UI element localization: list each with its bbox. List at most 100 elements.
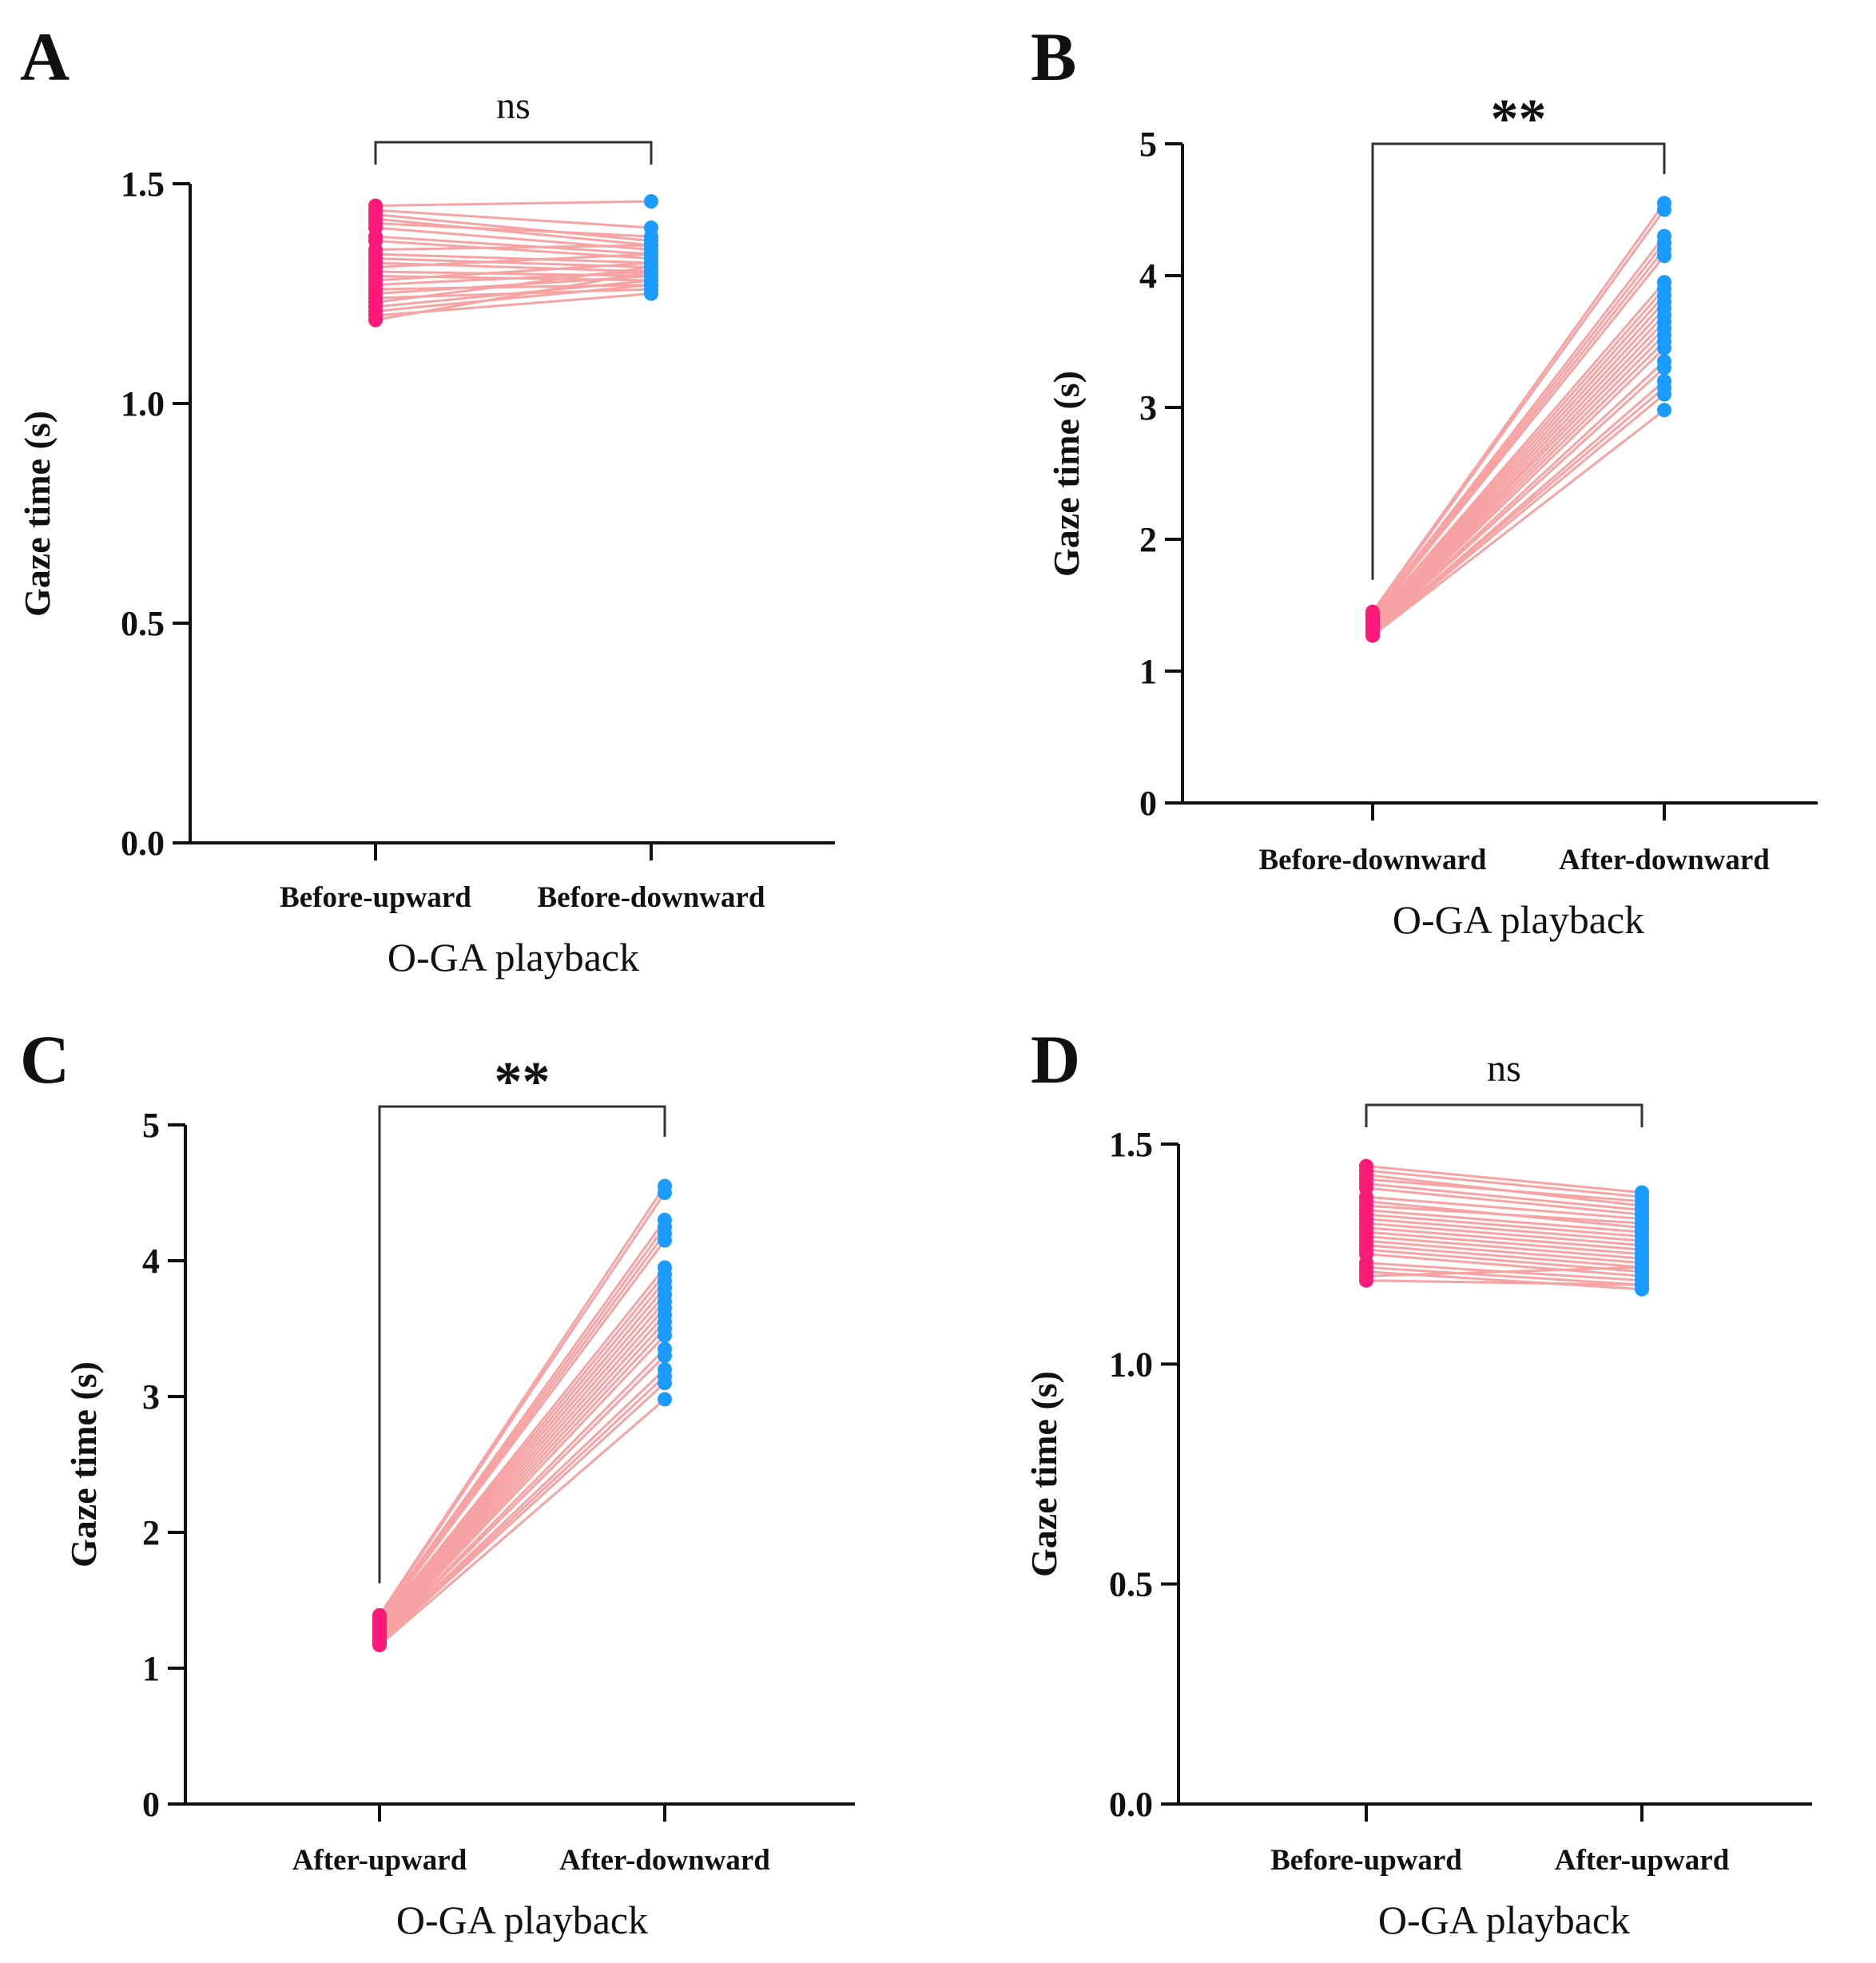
pair-line: [1365, 1182, 1643, 1212]
pair-line: [1365, 1226, 1643, 1251]
point-after-downward: [658, 1328, 672, 1343]
y-tick-label: 4: [1139, 256, 1157, 296]
pair-line: [1371, 235, 1666, 615]
pair-line: [1371, 209, 1666, 614]
panel-letter-c: C: [20, 1021, 70, 1098]
point-after-upward: [1635, 1260, 1649, 1275]
pair-line: [378, 1354, 666, 1641]
pair-line: [1365, 1218, 1643, 1242]
pair-line: [378, 1219, 666, 1619]
panel-letter-d: D: [1031, 1021, 1080, 1098]
y-axis-title: Gaze time (s): [1023, 1371, 1064, 1577]
pair-line: [1372, 393, 1665, 637]
y-tick-label: 0: [1139, 784, 1157, 823]
point-after-downward: [1657, 403, 1671, 418]
x-axis-title: O-GA playback: [388, 935, 639, 980]
pair-line: [378, 1239, 666, 1623]
point-after-downward: [658, 1392, 672, 1407]
pair-line: [375, 244, 652, 251]
pair-line: [375, 279, 652, 308]
point-after-downward: [658, 1349, 672, 1363]
pair-line: [1365, 1195, 1643, 1221]
point-before-downward: [644, 264, 658, 279]
significance-label: ns: [496, 85, 531, 127]
panel-d: D 0.0 0.5 1.0 1.5 Before-upward After-upward O…: [1023, 1021, 1812, 1942]
point-after-downward: [1657, 248, 1671, 264]
panel-letter-b: B: [1031, 18, 1076, 95]
point-after-downward: [1657, 340, 1671, 356]
pair-line: [378, 1307, 666, 1633]
pair-line: [1371, 241, 1666, 617]
pair-line: [1365, 1213, 1643, 1238]
pair-line: [1365, 1178, 1643, 1203]
pair-line: [378, 1185, 666, 1616]
x-tick-label: Before-downward: [1258, 844, 1486, 876]
y-tick-label: 0.0: [1109, 1785, 1153, 1824]
point-after-downward: [658, 1233, 672, 1248]
pair-line: [1371, 202, 1666, 613]
significance-bracket: [1365, 1103, 1643, 1127]
pair-line: [375, 200, 652, 207]
pair-line: [378, 1287, 666, 1628]
pair-line: [1365, 1165, 1643, 1194]
x-tick-label: After-upward: [1555, 1844, 1730, 1877]
panel-b: B 0 1 2 3 4 5 Before-downward After-downward O-G…: [1031, 18, 1818, 942]
pair-line: [1371, 367, 1666, 634]
point-after-downward: [658, 1186, 672, 1200]
y-axis-title: Gaze time (s): [63, 1361, 104, 1568]
pair-line: [378, 1192, 666, 1618]
pair-line: [375, 213, 652, 242]
pair-line: [1371, 294, 1666, 623]
pair-line: [1365, 1209, 1643, 1234]
point-after-downward: [1657, 202, 1671, 217]
pair-line: [378, 1301, 666, 1631]
pair-line: [1371, 255, 1666, 619]
pair-line: [375, 209, 652, 229]
y-tick-label: 5: [142, 1106, 160, 1145]
point-before-downward: [644, 194, 658, 209]
pair-line: [378, 1266, 666, 1624]
point-before-downward: [1365, 628, 1380, 643]
significance-label: **: [495, 1051, 550, 1113]
panel-c: C 0 1 2 3 4 5 After-upward After-downward O-GA p…: [20, 1021, 855, 1942]
pair-line: [375, 252, 652, 264]
y-tick-label: 4: [142, 1242, 160, 1281]
pair-line: [1371, 248, 1666, 618]
pair-line: [378, 1321, 666, 1635]
x-tick-label: Before-upward: [1270, 1844, 1462, 1877]
point-after-upward: [1635, 1278, 1649, 1293]
point-before-upward: [368, 312, 383, 328]
y-tick-label: 0.5: [1109, 1565, 1153, 1604]
pair-line: [375, 252, 652, 268]
x-tick-label: Before-downward: [537, 881, 765, 914]
significance-label: ns: [1487, 1047, 1521, 1090]
pair-line: [1371, 340, 1666, 631]
pair-line: [378, 1348, 666, 1639]
y-tick-label: 3: [1139, 388, 1157, 427]
pair-line: [1371, 334, 1666, 630]
pair-line: [1371, 360, 1666, 633]
significance-bracket: [1371, 142, 1666, 580]
y-tick-label: 1.5: [121, 165, 165, 204]
y-tick-label: 0.0: [121, 824, 165, 863]
pair-line: [378, 1368, 666, 1643]
point-before-upward: [1359, 1273, 1373, 1288]
pair-line: [375, 235, 652, 256]
y-axis-title: Gaze time (s): [17, 411, 58, 617]
pair-line: [1365, 1230, 1643, 1256]
x-axis-title: O-GA playback: [1378, 1897, 1630, 1942]
pair-line: [378, 1274, 666, 1626]
pair-line: [1365, 1279, 1643, 1286]
pair-line: [1365, 1266, 1643, 1278]
significance-label: **: [1491, 89, 1547, 150]
pair-line: [1365, 1266, 1643, 1286]
y-tick-label: 1.5: [1109, 1125, 1153, 1164]
pair-line: [1365, 1235, 1643, 1260]
panel-letter-a: A: [20, 18, 70, 95]
pair-line: [378, 1226, 666, 1620]
pair-line: [1365, 1204, 1643, 1225]
y-tick-label: 5: [1139, 125, 1157, 164]
pair-line: [375, 222, 652, 238]
panel-a: A 0.0 0.5 1.0 1.5 Before-upward Before-downwa…: [17, 18, 835, 980]
